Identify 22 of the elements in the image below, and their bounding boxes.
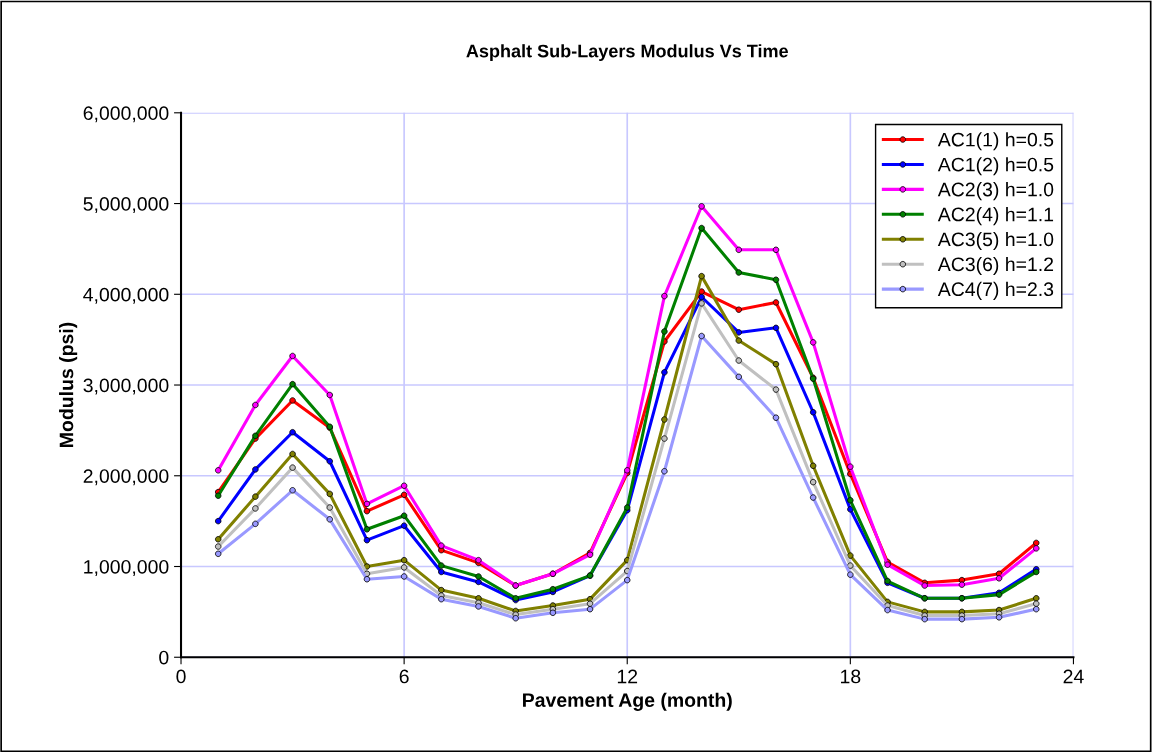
y-tick-label: 3,000,000 [83,378,169,395]
y-tick-label: 4,000,000 [83,287,169,304]
y-tick-label: 2,000,000 [83,469,169,486]
y-tick-label: 5,000,000 [83,197,169,214]
legend-label: AC4(7) h=2.3 [937,281,1054,300]
legend-label: AC1(2) h=0.5 [937,157,1054,176]
chart-title: Asphalt Sub-Layers Modulus Vs Time [466,44,788,61]
x-axis-title: Pavement Age (month) [523,692,732,711]
x-tick-label: 0 [176,669,186,684]
x-tick-label: 6 [399,669,409,684]
y-tick-label: 6,000,000 [83,106,169,123]
x-tick-label: 24 [1063,669,1084,684]
legend-label: AC2(4) h=1.1 [937,207,1054,226]
y-tick-label: 1,000,000 [84,559,169,577]
y-tick-label: 0 [159,650,169,665]
x-tick-label: 18 [841,669,861,684]
legend-label: AC2(3) h=1.0 [937,182,1054,201]
legend-label: AC3(6) h=1.2 [937,256,1054,276]
legend-label: AC3(5) h=1.0 [937,231,1054,251]
legend-label: AC1(1) h=0.5 [937,132,1054,151]
y-axis-title: Modulus (psi) [59,322,78,447]
x-tick-label: 12 [617,669,638,684]
